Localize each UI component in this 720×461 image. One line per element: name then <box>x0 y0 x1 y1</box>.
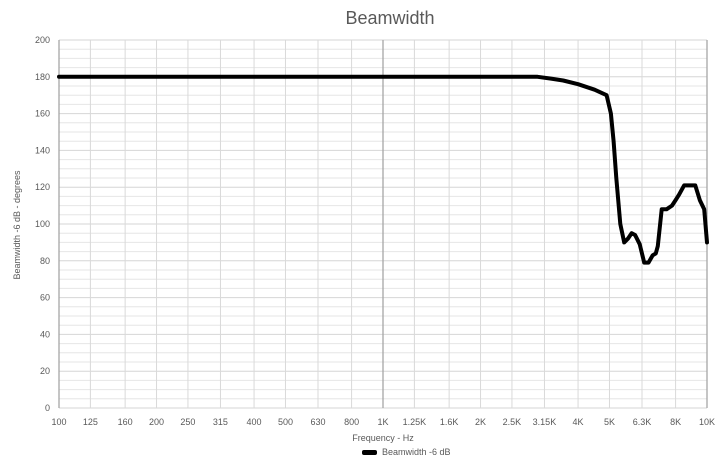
y-tick-label: 120 <box>35 182 50 192</box>
y-tick-label: 0 <box>45 403 50 413</box>
x-tick-label: 630 <box>310 417 325 427</box>
y-tick-label: 200 <box>35 35 50 45</box>
legend: Beamwidth -6 dB <box>362 447 451 457</box>
x-tick-label: 8K <box>670 417 681 427</box>
x-tick-label: 400 <box>247 417 262 427</box>
y-tick-label: 60 <box>40 293 50 303</box>
y-axis-label: Beamwidth -6 dB - degrees <box>12 170 22 280</box>
y-tick-label: 80 <box>40 256 50 266</box>
chart-title: Beamwidth <box>345 8 434 28</box>
x-tick-label: 125 <box>83 417 98 427</box>
x-tick-label: 1.6K <box>440 417 459 427</box>
legend-swatch <box>362 450 377 455</box>
x-tick-label: 315 <box>213 417 228 427</box>
y-tick-label: 40 <box>40 329 50 339</box>
x-tick-label: 800 <box>344 417 359 427</box>
x-tick-label: 1K <box>377 417 388 427</box>
x-tick-label: 6.3K <box>633 417 652 427</box>
series-layer <box>57 74 709 265</box>
x-tick-label: 4K <box>573 417 584 427</box>
grid <box>58 39 708 409</box>
y-axis-ticks: 0 20 40 60 80 100 120 140 160 180 200 <box>35 35 50 413</box>
y-tick-label: 160 <box>35 109 50 119</box>
x-tick-label: 100 <box>51 417 66 427</box>
series-line-beamwidth <box>57 74 709 265</box>
y-tick-label: 180 <box>35 72 50 82</box>
x-tick-label: 1.25K <box>403 417 427 427</box>
x-tick-label: 160 <box>118 417 133 427</box>
x-tick-label: 250 <box>180 417 195 427</box>
x-tick-label: 2K <box>475 417 486 427</box>
y-tick-label: 140 <box>35 145 50 155</box>
x-tick-label: 10K <box>699 417 715 427</box>
y-tick-label: 20 <box>40 366 50 376</box>
legend-label: Beamwidth -6 dB <box>382 447 451 457</box>
x-tick-label: 500 <box>278 417 293 427</box>
x-tick-label: 2.5K <box>503 417 522 427</box>
x-tick-label: 3.15K <box>533 417 557 427</box>
x-tick-label: 5K <box>604 417 615 427</box>
x-axis-label: Frequency - Hz <box>352 433 414 443</box>
x-axis-ticks: 100 125 160 200 250 315 400 500 630 800 1K 1.25K 1.6… <box>51 417 715 427</box>
y-tick-label: 100 <box>35 219 50 229</box>
x-tick-label: 200 <box>149 417 164 427</box>
